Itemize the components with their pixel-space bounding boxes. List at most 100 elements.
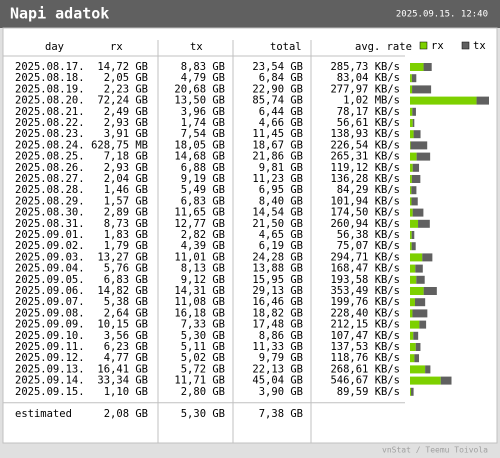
rx-bar <box>410 163 413 172</box>
cell: 2025.08.30. <box>15 207 85 219</box>
cell: 2,04 GB <box>104 173 148 185</box>
estimate-cell: 7,38 GB <box>259 408 303 420</box>
tx-bar <box>413 130 421 139</box>
tx-bar <box>412 208 424 217</box>
rx-bar <box>410 130 414 139</box>
cell: 2025.09.13. <box>15 363 85 375</box>
rx-bar <box>410 96 477 105</box>
legend-swatch <box>419 41 428 50</box>
cell: 83,04 KB/s <box>337 72 400 84</box>
cell: 8,83 GB <box>181 61 225 73</box>
cell: 11,08 GB <box>174 296 225 308</box>
cell: 4,79 GB <box>181 72 225 84</box>
timestamp: 2025.09.15. 12:40 <box>396 10 488 20</box>
cell: 2025.09.02. <box>15 240 85 252</box>
column-header: tx <box>190 41 203 53</box>
cell: 56,38 KB/s <box>337 229 400 241</box>
tx-bar <box>413 331 419 340</box>
cell: 84,29 KB/s <box>337 184 400 196</box>
column-header: total <box>270 41 302 53</box>
cell: 2025.09.04. <box>15 263 85 275</box>
cell: 14,31 GB <box>174 285 225 297</box>
cell: 29,13 GB <box>252 285 303 297</box>
cell: 2,93 GB <box>104 117 148 129</box>
cell: 2,89 GB <box>104 207 148 219</box>
cell: 2025.08.31. <box>15 218 85 230</box>
cell: 2025.08.21. <box>15 106 85 118</box>
cell: 16,41 GB <box>97 363 148 375</box>
cell: 2025.08.27. <box>15 173 85 185</box>
cell: 260,94 KB/s <box>330 218 400 230</box>
cell: 5,49 GB <box>181 184 225 196</box>
cell: 24,28 GB <box>252 251 303 263</box>
rx-bar <box>410 208 413 217</box>
cell: 2025.09.01. <box>15 229 85 241</box>
cell: 1,02 MB/s <box>343 95 400 107</box>
cell: 14,54 GB <box>252 207 303 219</box>
cell: 4,39 GB <box>181 240 225 252</box>
cell: 2025.09.03. <box>15 251 85 263</box>
rx-bar <box>410 63 424 71</box>
cell: 2025.09.07. <box>15 296 85 308</box>
cell: 2025.08.19. <box>15 83 85 95</box>
tx-bar <box>412 163 420 172</box>
tx-bar <box>412 85 432 94</box>
rx-bar <box>410 365 426 374</box>
footer: vnStat / Teemu Toivola <box>382 446 488 455</box>
title: Napi adatok <box>10 5 109 23</box>
cell: 353,49 KB/s <box>330 285 400 297</box>
cell: 14,82 GB <box>97 285 148 297</box>
tx-bar <box>412 119 415 127</box>
cell: 136,28 KB/s <box>330 173 400 185</box>
cell: 168,47 KB/s <box>330 263 400 275</box>
cell: 137,53 KB/s <box>330 341 400 353</box>
tx-bar <box>423 287 437 295</box>
cell: 2025.08.23. <box>15 128 85 140</box>
rx-bar <box>410 219 419 228</box>
cell: 3,90 GB <box>259 386 303 398</box>
cell: 5,76 GB <box>104 263 148 275</box>
cell: 2025.09.06. <box>15 285 85 297</box>
cell: 22,90 GB <box>252 83 303 95</box>
rx-bar <box>410 275 417 284</box>
cell: 16,46 GB <box>252 296 303 308</box>
cell: 11,71 GB <box>174 375 225 387</box>
cell: 12,77 GB <box>174 218 225 230</box>
cell: 2025.09.09. <box>15 319 85 331</box>
tx-bar <box>423 63 432 71</box>
cell: 107,47 KB/s <box>330 330 400 342</box>
tx-bar <box>411 186 417 195</box>
cell: 9,19 GB <box>181 173 225 185</box>
cell: 2025.09.11. <box>15 341 85 353</box>
tx-bar <box>410 141 428 150</box>
cell: 7,33 GB <box>181 319 225 331</box>
rx-bar <box>410 264 416 273</box>
cell: 4,65 GB <box>259 229 303 241</box>
tx-bar <box>416 275 425 284</box>
cell: 2,93 GB <box>104 162 148 174</box>
tx-bar <box>416 152 431 161</box>
cell: 6,83 GB <box>181 195 225 207</box>
cell: 18,05 GB <box>174 139 225 151</box>
rx-bar <box>410 309 413 318</box>
cell: 268,61 KB/s <box>330 363 400 375</box>
cell: 2025.08.26. <box>15 162 85 174</box>
cell: 1,10 GB <box>104 386 148 398</box>
cell: 10,15 GB <box>97 319 148 331</box>
rx-bar <box>410 298 415 307</box>
legend-label: rx <box>431 40 444 52</box>
cell: 78,17 KB/s <box>337 106 400 118</box>
cell: 119,12 KB/s <box>330 162 400 174</box>
rx-bar <box>410 107 413 116</box>
cell: 6,95 GB <box>259 184 303 196</box>
cell: 285,73 KB/s <box>330 61 400 73</box>
cell: 6,44 GB <box>259 106 303 118</box>
rx-bar <box>410 152 417 161</box>
cell: 13,88 GB <box>252 263 303 275</box>
cell: 89,59 KB/s <box>337 386 400 398</box>
column-header: avg. rate <box>355 41 412 53</box>
cell: 8,73 GB <box>104 218 148 230</box>
rx-bar <box>410 331 414 340</box>
tx-bar <box>411 74 417 83</box>
